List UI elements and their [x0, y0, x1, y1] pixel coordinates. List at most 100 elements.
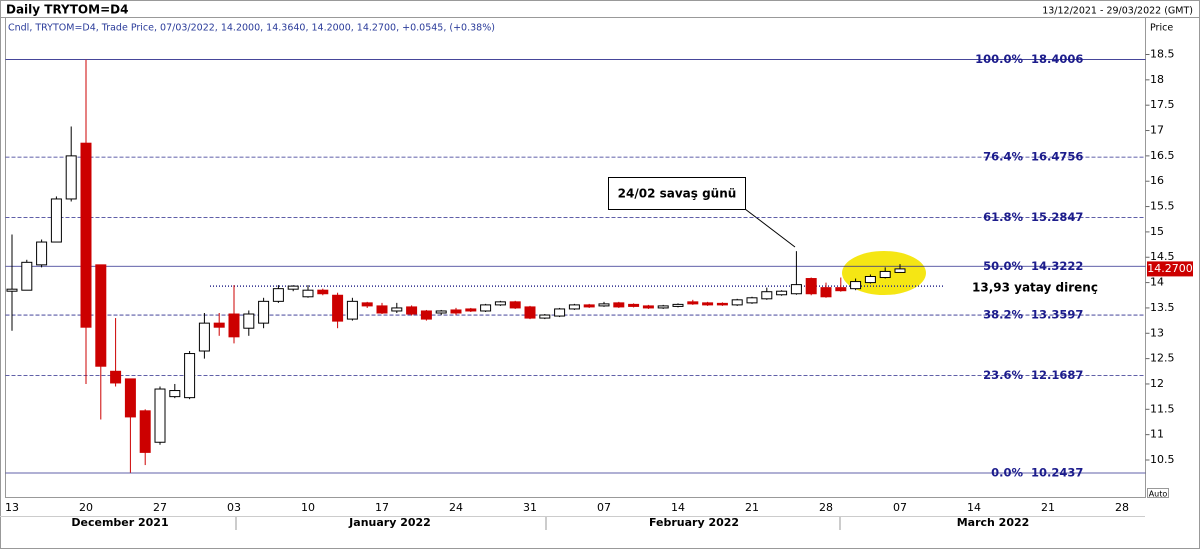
- fib-value: 15.2847: [1031, 210, 1083, 224]
- x-tick-label: 03: [227, 501, 241, 514]
- fib-percent: 61.8%: [983, 210, 1023, 224]
- y-tick-label: 11: [1150, 428, 1164, 441]
- candle-body: [169, 390, 181, 398]
- y-tick-label: 18.5: [1150, 48, 1175, 61]
- y-tick-label: 17.5: [1150, 98, 1175, 111]
- y-tick-label: 16: [1150, 174, 1164, 187]
- callout-box: [608, 177, 746, 210]
- y-tick-label: 16.5: [1150, 149, 1175, 162]
- candle-body: [790, 284, 802, 295]
- candle-body: [568, 304, 580, 310]
- candle-body: [628, 303, 640, 307]
- month-label: February 2022: [649, 516, 739, 529]
- candle-body: [524, 306, 536, 319]
- y-tick-label: 14: [1150, 276, 1164, 289]
- y-tick-label: 13.5: [1150, 301, 1175, 314]
- candle-body: [554, 308, 566, 317]
- x-tick-label: 14: [671, 501, 685, 514]
- x-tick-label: 21: [745, 501, 759, 514]
- candle-body: [287, 285, 299, 290]
- candle-body: [850, 281, 862, 290]
- x-tick-label: 31: [523, 501, 537, 514]
- candle-body: [361, 302, 373, 307]
- x-tick-label: 21: [1041, 501, 1055, 514]
- y-tick-label: 15.5: [1150, 200, 1175, 213]
- fib-percent: 76.4%: [983, 150, 1023, 164]
- fib-value: 13.3597: [1031, 308, 1083, 322]
- candle-body: [539, 314, 551, 319]
- last-price-tag: [1147, 261, 1193, 277]
- candle-body: [746, 297, 758, 304]
- x-tick-label: 27: [153, 501, 167, 514]
- date-range: 13/12/2021 - 29/03/2022 (GMT): [1042, 6, 1193, 17]
- y-tick-label: 12.5: [1150, 352, 1175, 365]
- x-tick-label: 28: [819, 501, 833, 514]
- callout-text: 24/02 savaş günü: [618, 187, 737, 201]
- chart-title: Daily TRYTOM=D4: [6, 3, 128, 17]
- candle-body: [598, 303, 610, 307]
- fib-value: 18.4006: [1031, 52, 1083, 66]
- candle-body: [613, 302, 625, 308]
- y-axis-label: Price: [1150, 23, 1173, 34]
- auto-box[interactable]: [1147, 488, 1169, 498]
- candle-body: [272, 288, 284, 302]
- y-tick-label: 18: [1150, 73, 1164, 86]
- candle-body: [450, 309, 462, 314]
- candle-body: [687, 301, 699, 305]
- month-label: January 2022: [348, 516, 431, 529]
- y-tick-label: 13: [1150, 326, 1164, 339]
- fib-value: 16.4756: [1031, 150, 1083, 164]
- candle-body: [406, 306, 418, 315]
- candle-body: [494, 301, 506, 306]
- candle-body: [317, 289, 329, 295]
- candle-body: [65, 155, 77, 200]
- candle-body: [776, 290, 788, 296]
- y-tick-label: 11.5: [1150, 402, 1175, 415]
- y-tick-label: 12: [1150, 377, 1164, 390]
- candle-body: [50, 198, 62, 243]
- fib-percent: 0.0%: [991, 465, 1023, 479]
- x-tick-label: 07: [893, 501, 907, 514]
- legend-text: Cndl, TRYTOM=D4, Trade Price, 07/03/2022…: [8, 23, 495, 34]
- candle-body: [36, 241, 48, 266]
- candle-body: [480, 304, 492, 312]
- candle-body: [80, 142, 92, 328]
- candle-body: [346, 300, 358, 320]
- fib-percent: 23.6%: [983, 368, 1023, 382]
- fib-percent: 50.0%: [983, 259, 1023, 273]
- y-tick-label: 14.5: [1150, 250, 1175, 263]
- y-tick-label: 17: [1150, 124, 1164, 137]
- x-tick-label: 24: [449, 501, 463, 514]
- candle-body: [391, 307, 403, 312]
- candle-body: [761, 291, 773, 300]
- last-price-label: 14.2700: [1147, 262, 1193, 275]
- candle-body: [820, 287, 832, 298]
- candle-body: [302, 289, 314, 298]
- candle-body: [6, 288, 18, 292]
- candle-body: [332, 294, 344, 322]
- candle-body: [420, 310, 432, 320]
- candle-body: [894, 268, 906, 273]
- x-tick-label: 07: [597, 501, 611, 514]
- candle-body: [95, 264, 107, 367]
- fib-value: 14.3222: [1031, 259, 1083, 273]
- x-tick-label: 20: [79, 501, 93, 514]
- candle-body: [731, 299, 743, 306]
- candle-body: [21, 261, 33, 291]
- candle-body: [835, 287, 847, 292]
- fib-value: 12.1687: [1031, 368, 1083, 382]
- y-tick-label: 15: [1150, 225, 1164, 238]
- candle-body: [213, 322, 225, 328]
- x-tick-label: 14: [967, 501, 981, 514]
- callout-arrow: [744, 208, 796, 248]
- fib-percent: 100.0%: [975, 52, 1023, 66]
- resistance-label: 13,93 yatay direnç: [972, 281, 1098, 295]
- candle-body: [702, 302, 714, 306]
- fib-value: 10.2437: [1031, 465, 1083, 479]
- candle-body: [864, 276, 876, 284]
- scale-mode[interactable]: Auto: [1149, 490, 1168, 499]
- fib-percent: 38.2%: [983, 308, 1023, 322]
- candle-body: [657, 305, 669, 309]
